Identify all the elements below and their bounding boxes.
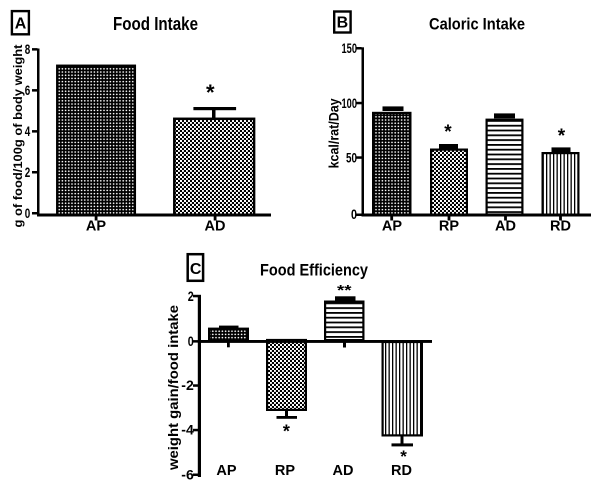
svg-text:8: 8 bbox=[25, 42, 31, 57]
svg-text:0: 0 bbox=[188, 334, 194, 349]
svg-text:Food Efficiency: Food Efficiency bbox=[260, 262, 369, 280]
svg-text:kcal/rat/Day: kcal/rat/Day bbox=[327, 98, 342, 168]
svg-text:50: 50 bbox=[346, 150, 357, 165]
svg-text:weight gain/food intake: weight gain/food intake bbox=[165, 305, 181, 471]
svg-text:AD: AD bbox=[495, 219, 516, 235]
svg-text:*: * bbox=[400, 447, 407, 466]
svg-text:*: * bbox=[558, 126, 566, 147]
svg-text:g of food/100g of body weight: g of food/100g of body weight bbox=[11, 45, 25, 228]
svg-text:-2: -2 bbox=[181, 378, 194, 393]
svg-text:AP: AP bbox=[216, 463, 236, 479]
svg-text:2: 2 bbox=[25, 165, 31, 180]
svg-text:RD: RD bbox=[391, 463, 412, 479]
svg-text:100: 100 bbox=[342, 96, 358, 111]
svg-text:B: B bbox=[337, 15, 349, 32]
svg-text:150: 150 bbox=[342, 41, 358, 56]
svg-text:Caloric Intake: Caloric Intake bbox=[429, 15, 525, 34]
svg-text:Food Intake: Food Intake bbox=[113, 14, 198, 34]
svg-text:0: 0 bbox=[351, 207, 357, 222]
svg-text:RP: RP bbox=[439, 219, 459, 235]
svg-text:*: * bbox=[283, 421, 290, 441]
svg-text:RP: RP bbox=[275, 463, 295, 479]
svg-text:4: 4 bbox=[25, 124, 31, 139]
svg-text:AD: AD bbox=[333, 463, 354, 479]
svg-text:C: C bbox=[190, 261, 202, 278]
svg-text:*: * bbox=[444, 122, 452, 143]
svg-text:0: 0 bbox=[25, 206, 31, 221]
svg-text:-6: -6 bbox=[181, 467, 194, 482]
svg-text:AP: AP bbox=[86, 219, 106, 235]
svg-text:AD: AD bbox=[205, 219, 226, 235]
svg-text:AP: AP bbox=[382, 219, 402, 235]
svg-text:2: 2 bbox=[188, 289, 194, 304]
svg-text:6: 6 bbox=[25, 83, 31, 98]
svg-text:**: ** bbox=[337, 283, 352, 299]
svg-text:RD: RD bbox=[550, 219, 571, 235]
svg-text:-4: -4 bbox=[181, 423, 194, 438]
svg-text:*: * bbox=[206, 80, 215, 105]
svg-text:A: A bbox=[15, 15, 27, 32]
